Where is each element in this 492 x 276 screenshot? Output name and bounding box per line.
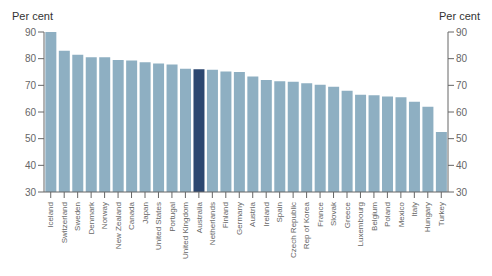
svg-text:30: 30 xyxy=(456,187,468,198)
svg-text:Italy: Italy xyxy=(410,202,419,217)
svg-text:Denmark: Denmark xyxy=(87,201,96,234)
svg-text:United States: United States xyxy=(154,202,163,250)
svg-text:Germany: Germany xyxy=(235,202,244,235)
svg-text:Rep of Korea: Rep of Korea xyxy=(302,201,311,249)
svg-text:Ireland: Ireland xyxy=(262,202,271,226)
svg-text:50: 50 xyxy=(456,133,468,144)
html-text:Per cent: Per cent xyxy=(12,10,53,22)
svg-text:Finland: Finland xyxy=(221,202,230,228)
svg-text:Spain: Spain xyxy=(275,202,284,222)
svg-text:Sweden: Sweden xyxy=(73,202,82,231)
svg-text:Luxembourg: Luxembourg xyxy=(356,202,365,246)
svg-text:90: 90 xyxy=(456,27,468,38)
svg-text:30: 30 xyxy=(25,187,37,198)
svg-text:Turkey: Turkey xyxy=(437,202,446,226)
svg-text:Australia: Australia xyxy=(195,201,204,233)
svg-text:40: 40 xyxy=(25,160,37,171)
svg-text:United Kingdom: United Kingdom xyxy=(181,202,190,259)
svg-text:Switzerland: Switzerland xyxy=(60,202,69,243)
svg-text:80: 80 xyxy=(456,53,468,64)
svg-text:Greece: Greece xyxy=(343,201,352,228)
svg-text:90: 90 xyxy=(25,27,37,38)
svg-text:Slovak: Slovak xyxy=(329,201,338,226)
svg-text:Norway: Norway xyxy=(100,202,109,229)
svg-text:Czech Republic: Czech Republic xyxy=(289,202,298,258)
svg-text:80: 80 xyxy=(25,53,37,64)
svg-text:Hungary: Hungary xyxy=(423,202,432,232)
svg-text:Japan: Japan xyxy=(141,202,150,224)
svg-text:Netherlands: Netherlands xyxy=(208,202,217,245)
svg-text:70: 70 xyxy=(456,80,468,91)
svg-text:Poland: Poland xyxy=(383,202,392,227)
svg-text:70: 70 xyxy=(25,80,37,91)
svg-text:60: 60 xyxy=(25,107,37,118)
svg-text:Mexico: Mexico xyxy=(397,201,406,227)
svg-text:50: 50 xyxy=(25,133,37,144)
svg-text:40: 40 xyxy=(456,160,468,171)
svg-text:Austria: Austria xyxy=(248,201,257,226)
svg-text:Portugal: Portugal xyxy=(168,202,177,232)
svg-text:Iceland: Iceland xyxy=(46,202,55,228)
svg-text:France: France xyxy=(316,201,325,226)
html-text:Per cent: Per cent xyxy=(439,10,480,22)
svg-text:60: 60 xyxy=(456,107,468,118)
svg-text:Belgium: Belgium xyxy=(370,202,379,231)
svg-text:New Zealand: New Zealand xyxy=(114,202,123,249)
svg-text:Canada: Canada xyxy=(127,201,136,230)
